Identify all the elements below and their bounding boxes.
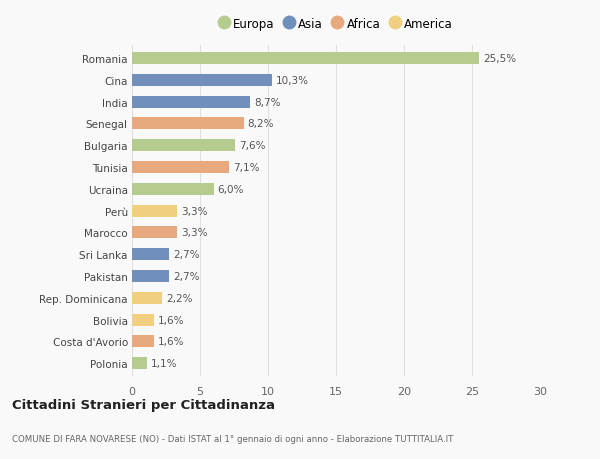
Bar: [132, 162, 229, 174]
Text: COMUNE DI FARA NOVARESE (NO) - Dati ISTAT al 1° gennaio di ogni anno - Elaborazi: COMUNE DI FARA NOVARESE (NO) - Dati ISTA…: [12, 434, 454, 442]
Bar: [132, 358, 147, 369]
Bar: [132, 336, 154, 347]
Text: 10,3%: 10,3%: [276, 76, 309, 86]
Text: 25,5%: 25,5%: [483, 54, 516, 64]
Text: 3,3%: 3,3%: [181, 228, 208, 238]
Text: 7,1%: 7,1%: [233, 162, 259, 173]
Text: 2,7%: 2,7%: [173, 250, 199, 260]
Bar: [132, 270, 169, 282]
Text: 8,7%: 8,7%: [254, 97, 281, 107]
Text: 2,2%: 2,2%: [166, 293, 193, 303]
Text: 7,6%: 7,6%: [239, 141, 266, 151]
Bar: [132, 292, 162, 304]
Text: 3,3%: 3,3%: [181, 206, 208, 216]
Text: 2,7%: 2,7%: [173, 271, 199, 281]
Bar: [132, 75, 272, 87]
Bar: [132, 53, 479, 65]
Text: 6,0%: 6,0%: [218, 185, 244, 195]
Bar: [132, 184, 214, 196]
Text: 1,6%: 1,6%: [158, 315, 184, 325]
Bar: [132, 118, 244, 130]
Text: 1,6%: 1,6%: [158, 336, 184, 347]
Bar: [132, 205, 177, 217]
Bar: [132, 140, 235, 152]
Text: 1,1%: 1,1%: [151, 358, 178, 368]
Text: 8,2%: 8,2%: [248, 119, 274, 129]
Bar: [132, 96, 250, 108]
Bar: [132, 314, 154, 326]
Text: Cittadini Stranieri per Cittadinanza: Cittadini Stranieri per Cittadinanza: [12, 398, 275, 412]
Bar: [132, 249, 169, 261]
Legend: Europa, Asia, Africa, America: Europa, Asia, Africa, America: [217, 16, 455, 34]
Bar: [132, 227, 177, 239]
